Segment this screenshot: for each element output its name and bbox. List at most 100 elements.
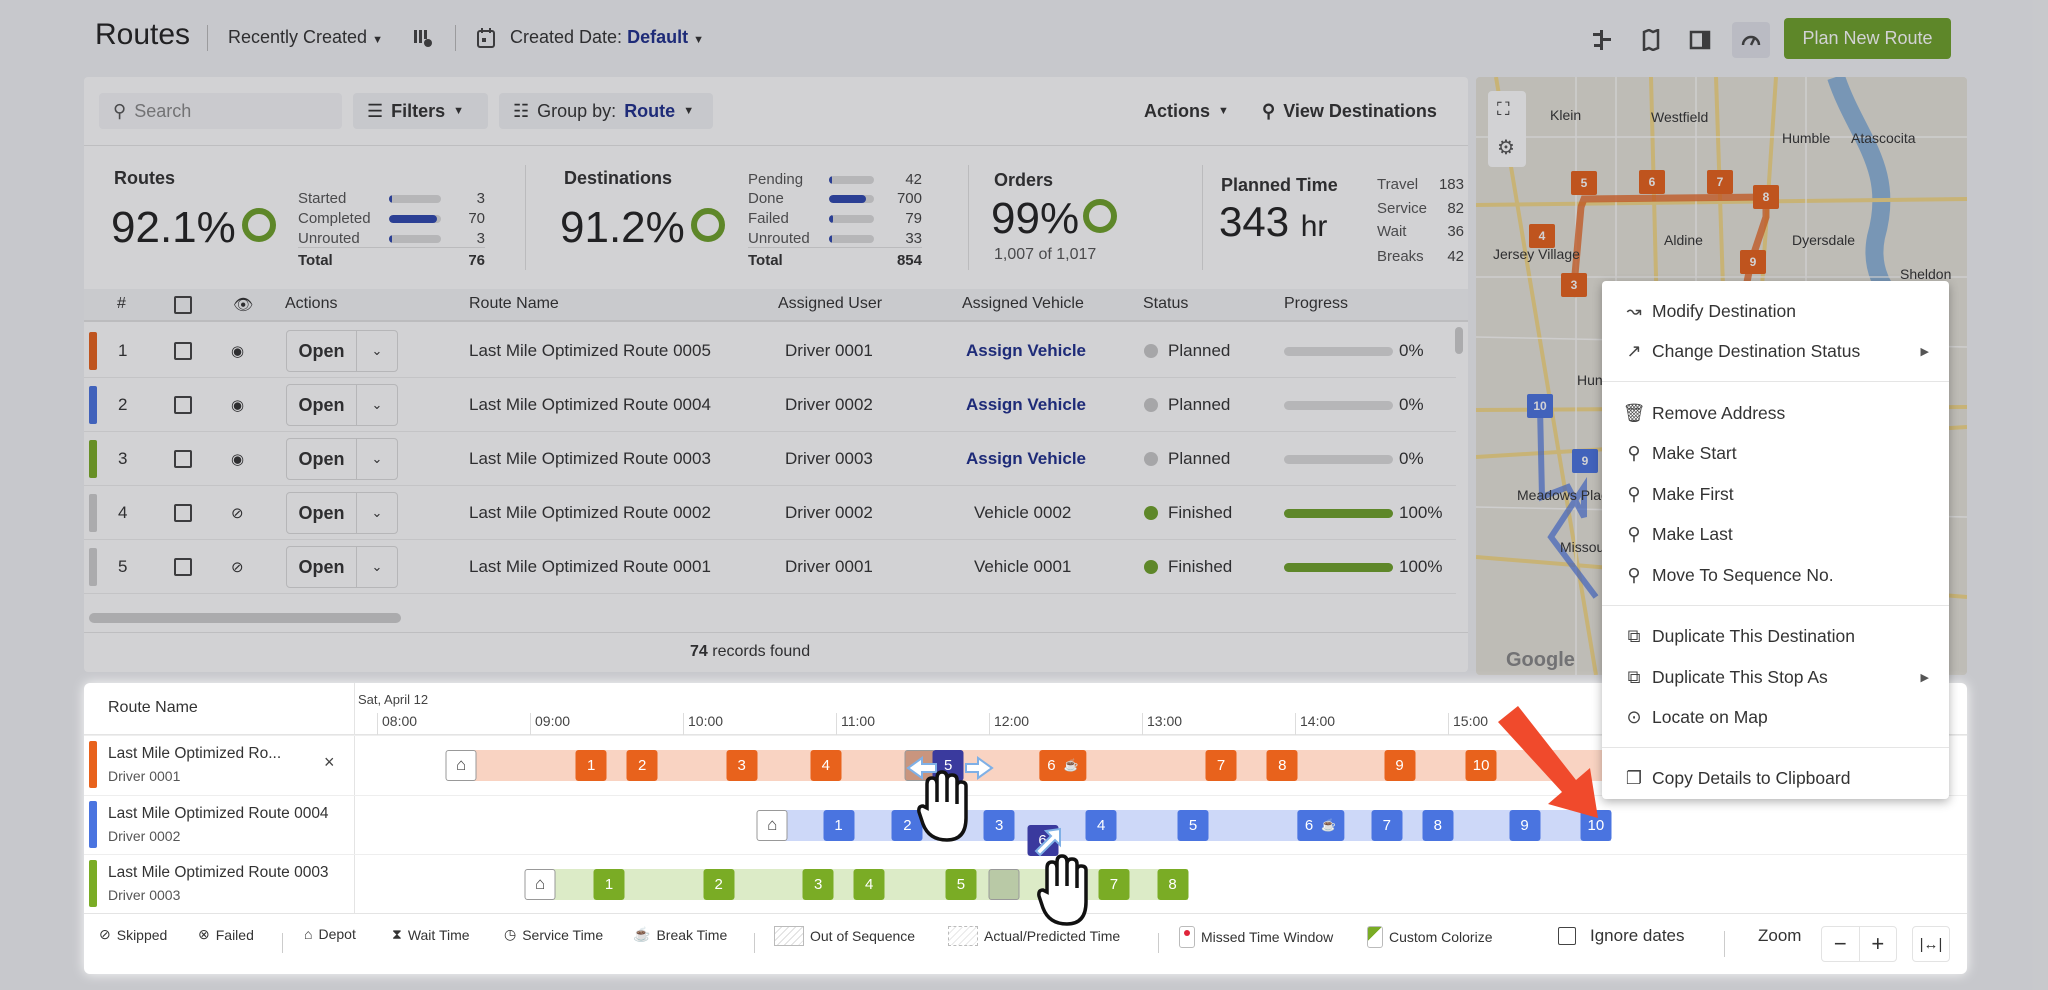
map-stop-marker[interactable]: 9 (1740, 250, 1766, 274)
depot-marker[interactable]: ⌂ (756, 809, 788, 841)
open-button[interactable]: Open (287, 439, 357, 479)
gear-icon[interactable]: ⚙ (1497, 137, 1515, 159)
stop-marker[interactable]: 1 (575, 749, 607, 781)
map-view-button[interactable] (1632, 22, 1670, 58)
stop-marker[interactable]: 5 (945, 868, 977, 900)
menu-item[interactable]: ⚲ Make Start (1602, 434, 1949, 472)
eye-icon[interactable]: ◉ (231, 396, 245, 414)
menu-item[interactable]: ↗ Change Destination Status ▶ (1602, 332, 1949, 370)
menu-item[interactable]: ⚲ Make Last (1602, 515, 1949, 553)
depot-marker[interactable]: ⌂ (524, 868, 556, 900)
created-date-dropdown[interactable]: Created Date: Default ▼ (510, 27, 704, 48)
row-checkbox[interactable] (174, 341, 192, 360)
map-stop-marker[interactable]: 4 (1529, 224, 1555, 248)
map-stop-marker[interactable]: 8 (1753, 185, 1779, 209)
stop-marker[interactable]: 5 (1177, 809, 1209, 841)
stop-marker[interactable]: 2 (891, 809, 923, 841)
eye-icon[interactable]: ◉ (231, 342, 245, 360)
dashboard-button[interactable] (1732, 22, 1770, 58)
stop-marker[interactable]: 8 (1266, 749, 1298, 781)
table-row[interactable]: 2 ◉ Open ⌄ Last Mile Optimized Route 0004 Dri… (84, 378, 1456, 432)
column-settings-icon[interactable] (412, 27, 434, 54)
stop-marker[interactable]: 9 (1384, 749, 1416, 781)
menu-item[interactable]: ↝ Modify Destination (1602, 292, 1949, 330)
eye-off-icon[interactable]: ⊘ (231, 558, 244, 576)
map-stop-marker[interactable]: 7 (1707, 170, 1733, 194)
row-checkbox[interactable] (174, 449, 192, 468)
timeline-route-name[interactable]: Last Mile Optimized Route 0004 (108, 805, 329, 822)
open-dropdown-chevron-icon[interactable]: ⌄ (371, 343, 383, 358)
menu-item[interactable]: ⊙ Locate on Map (1602, 698, 1949, 736)
stop-marker[interactable]: 8 (1157, 868, 1189, 900)
timeline-route-name[interactable]: Last Mile Optimized Ro... (108, 745, 282, 762)
view-destinations-button[interactable]: ⚲ View Destinations (1248, 93, 1451, 129)
stop-marker[interactable]: 4 (853, 868, 885, 900)
col-status[interactable]: Status (1143, 295, 1189, 312)
map-stop-marker[interactable]: 9 (1572, 449, 1598, 473)
table-row[interactable]: 5 ⊘ Open ⌄ Last Mile Optimized Route 0001 Dri… (84, 540, 1456, 594)
stop-marker[interactable]: 6 ☕ (1296, 809, 1345, 841)
ignore-dates-toggle[interactable]: Ignore dates (1558, 926, 1685, 946)
timeline-view-button[interactable] (1583, 22, 1621, 58)
stop-marker[interactable]: 7 (1371, 809, 1403, 841)
fit-to-width-button[interactable]: |↔| (1912, 926, 1950, 962)
open-dropdown-chevron-icon[interactable]: ⌄ (371, 451, 383, 466)
open-dropdown-chevron-icon[interactable]: ⌄ (371, 397, 383, 412)
zoom-in-button[interactable]: + (1871, 931, 1885, 956)
stop-marker[interactable]: 7 (1205, 749, 1237, 781)
open-button[interactable]: Open (287, 331, 357, 371)
search-input[interactable]: ⚲ Search (99, 93, 342, 129)
menu-item[interactable]: 🗑 Remove Address (1602, 394, 1949, 432)
table-row[interactable]: 1 ◉ Open ⌄ Last Mile Optimized Route 0005 Dri… (84, 324, 1456, 378)
assign-vehicle-link[interactable]: Assign Vehicle (966, 394, 1086, 414)
stop-marker[interactable]: 1 (823, 809, 855, 841)
stop-marker[interactable]: 3 (983, 809, 1015, 841)
assign-vehicle-link[interactable]: Assign Vehicle (966, 340, 1086, 360)
filters-button[interactable]: ☰ Filters ▼ (353, 93, 488, 129)
table-row[interactable]: 4 ⊘ Open ⌄ Last Mile Optimized Route 0002 Dri… (84, 486, 1456, 540)
depot-marker[interactable]: ⌂ (445, 749, 477, 781)
route-name[interactable]: Last Mile Optimized Route 0002 (469, 502, 711, 522)
panel-view-button[interactable] (1681, 22, 1719, 58)
map-stop-marker[interactable]: 5 (1571, 171, 1597, 195)
col-assigned-user[interactable]: Assigned User (778, 295, 883, 312)
actions-dropdown[interactable]: Actions ▼ (1130, 93, 1243, 129)
stop-marker[interactable]: 3 (726, 749, 758, 781)
stop-placeholder[interactable] (988, 868, 1020, 900)
stop-marker[interactable]: 2 (626, 749, 658, 781)
map-stop-marker[interactable]: 3 (1561, 273, 1587, 297)
map-stop-marker[interactable]: 6 (1639, 170, 1665, 194)
menu-item[interactable]: ⚲ Make First (1602, 475, 1949, 513)
menu-item[interactable]: ⧉ Duplicate This Stop As ▶ (1602, 658, 1949, 696)
visibility-toggle-icon[interactable]: 👁 (233, 297, 254, 314)
stop-marker[interactable]: 8 (1422, 809, 1454, 841)
eye-off-icon[interactable]: ⊘ (231, 504, 244, 522)
route-name[interactable]: Last Mile Optimized Route 0004 (469, 394, 711, 414)
menu-item[interactable]: ❐ Copy Details to Clipboard (1602, 759, 1949, 797)
eye-icon[interactable]: ◉ (231, 450, 245, 468)
zoom-out-button[interactable]: − (1822, 927, 1860, 961)
stop-marker[interactable]: 2 (703, 868, 735, 900)
col-progress[interactable]: Progress (1284, 295, 1349, 312)
vertical-scrollbar[interactable] (1455, 327, 1463, 354)
col-route-name[interactable]: Route Name (469, 295, 559, 312)
route-name[interactable]: Last Mile Optimized Route 0005 (469, 340, 711, 360)
ignore-dates-checkbox[interactable] (1558, 927, 1576, 945)
assign-vehicle-link[interactable]: Assign Vehicle (966, 448, 1086, 468)
fullscreen-icon[interactable]: ⛶ (1497, 99, 1510, 119)
select-all-checkbox[interactable] (174, 296, 192, 314)
stop-marker[interactable]: 6 ☕ (1039, 749, 1087, 781)
row-checkbox[interactable] (174, 557, 192, 576)
map-stop-marker[interactable]: 10 (1527, 394, 1553, 418)
open-button[interactable]: Open (287, 493, 357, 533)
open-dropdown-chevron-icon[interactable]: ⌄ (371, 559, 383, 574)
stop-marker[interactable]: 4 (1085, 809, 1117, 841)
close-icon[interactable]: × (324, 752, 335, 772)
open-dropdown-chevron-icon[interactable]: ⌄ (371, 505, 383, 520)
timeline-route-name[interactable]: Last Mile Optimized Route 0003 (108, 864, 329, 881)
stop-marker[interactable]: 7 (1098, 868, 1130, 900)
group-by-dropdown[interactable]: ☷ Group by: Route ▼ (499, 93, 713, 129)
stop-marker[interactable]: 1 (593, 868, 625, 900)
stop-marker[interactable]: 10 (1465, 749, 1497, 781)
row-checkbox[interactable] (174, 395, 192, 414)
